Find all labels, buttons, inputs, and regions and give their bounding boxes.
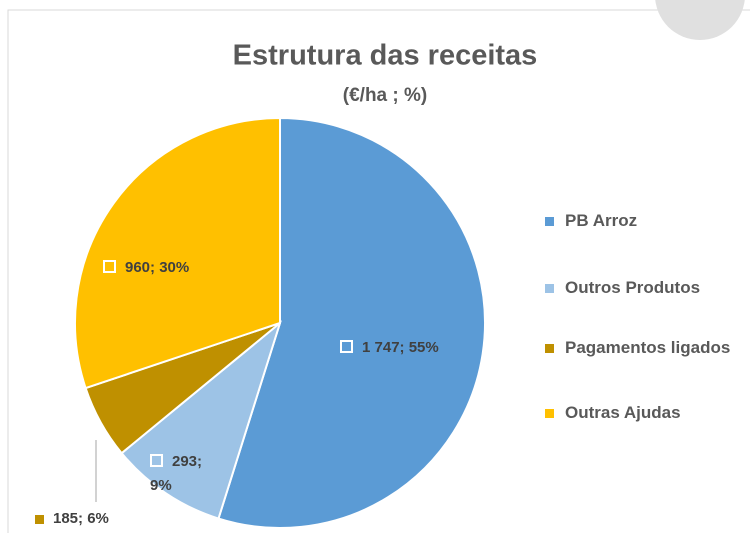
legend-swatch xyxy=(545,409,554,418)
legend-label: Outras Ajudas xyxy=(565,403,681,422)
data-label: 293; 9% xyxy=(150,450,210,498)
pie-slice xyxy=(217,116,486,529)
corner-decor xyxy=(655,0,745,40)
label-marker xyxy=(103,260,116,273)
data-label: 1 747; 55% xyxy=(340,336,490,360)
legend-label: PB Arroz xyxy=(565,211,638,230)
label-marker xyxy=(150,454,163,467)
data-label: 960; 30% xyxy=(103,256,253,280)
data-label-text: 1 747; 55% xyxy=(362,339,439,356)
legend-swatch xyxy=(545,344,554,353)
data-label-text: 293; 9% xyxy=(150,453,203,494)
data-label: 185; 6% xyxy=(35,507,155,531)
data-label-text: 960; 30% xyxy=(125,259,190,276)
legend-swatch xyxy=(545,217,554,226)
legend-label: Pagamentos ligados xyxy=(565,338,731,357)
label-marker xyxy=(340,340,353,353)
pie-slice xyxy=(74,116,281,390)
chart-subtitle: (€/ha ; %) xyxy=(343,85,427,106)
label-marker xyxy=(35,515,44,524)
pie-slice xyxy=(120,320,282,520)
legend-swatch xyxy=(545,284,554,293)
legend-label: Outros Produtos xyxy=(565,278,701,297)
chart-title: Estrutura das receitas xyxy=(233,40,538,72)
data-label-text: 185; 6% xyxy=(53,510,109,527)
